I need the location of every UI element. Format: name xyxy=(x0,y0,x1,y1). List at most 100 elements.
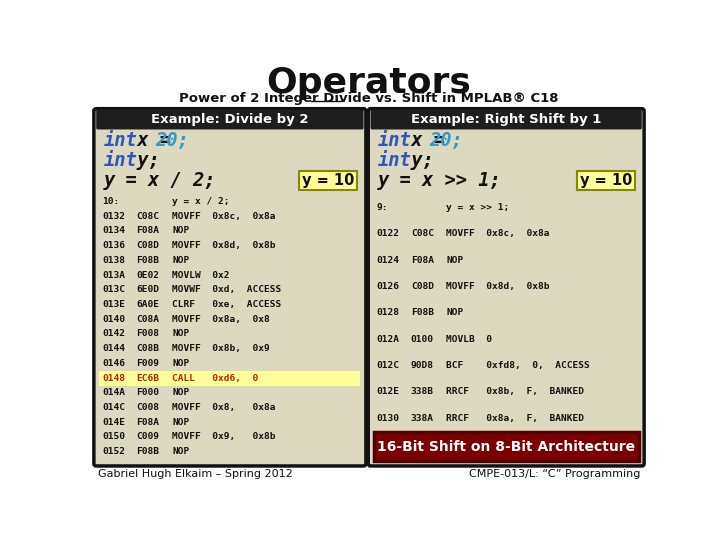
Text: C08A: C08A xyxy=(137,315,160,324)
Text: int: int xyxy=(104,131,138,150)
FancyBboxPatch shape xyxy=(371,110,642,130)
Text: 013A: 013A xyxy=(102,271,125,280)
Text: int: int xyxy=(378,151,412,170)
Text: NOP: NOP xyxy=(446,255,464,265)
Text: y;: y; xyxy=(126,151,159,170)
Text: RRCF   0x8b,  F,  BANKED: RRCF 0x8b, F, BANKED xyxy=(446,387,585,396)
Text: F008: F008 xyxy=(137,329,160,339)
Text: F08B: F08B xyxy=(411,308,434,317)
Text: NOP: NOP xyxy=(172,256,189,265)
Text: NOP: NOP xyxy=(172,329,189,339)
Text: 90D8: 90D8 xyxy=(411,361,434,370)
Bar xyxy=(99,371,361,386)
Text: MOVFF  0x8c,  0x8a: MOVFF 0x8c, 0x8a xyxy=(446,229,550,238)
Text: MOVFF  0x8b,  0x9: MOVFF 0x8b, 0x9 xyxy=(172,344,270,353)
Text: RRCF   0x8a,  F,  BANKED: RRCF 0x8a, F, BANKED xyxy=(446,414,585,423)
Text: 014C: 014C xyxy=(102,403,125,412)
Text: NOP: NOP xyxy=(172,418,189,427)
Text: F08A: F08A xyxy=(137,418,160,427)
Text: NOP: NOP xyxy=(172,226,189,235)
Text: Example: Divide by 2: Example: Divide by 2 xyxy=(151,113,309,126)
Text: F08B: F08B xyxy=(137,256,160,265)
Text: y;: y; xyxy=(400,151,433,170)
Text: x =: x = xyxy=(126,131,182,150)
Text: 16-Bit Shift on 8-Bit Architecture: 16-Bit Shift on 8-Bit Architecture xyxy=(377,440,635,454)
Text: MOVFF  0x9,   0x8b: MOVFF 0x9, 0x8b xyxy=(172,433,276,442)
Text: 0140: 0140 xyxy=(102,315,125,324)
FancyBboxPatch shape xyxy=(374,432,639,461)
Text: 0152: 0152 xyxy=(102,447,125,456)
Text: y = x >> 1;: y = x >> 1; xyxy=(378,171,502,190)
Text: C009: C009 xyxy=(137,433,160,442)
Text: y = x / 2;: y = x / 2; xyxy=(172,197,230,206)
Text: 012A: 012A xyxy=(377,335,400,343)
Text: MOVFF  0x8d,  0x8b: MOVFF 0x8d, 0x8b xyxy=(446,282,550,291)
Text: CMPE-013/L: “C” Programming: CMPE-013/L: “C” Programming xyxy=(469,469,640,478)
Text: 0100: 0100 xyxy=(411,335,434,343)
Text: Example: Right Shift by 1: Example: Right Shift by 1 xyxy=(411,113,601,126)
Text: 0136: 0136 xyxy=(102,241,125,250)
Text: int: int xyxy=(104,151,138,170)
Text: 9:: 9: xyxy=(377,203,388,212)
Text: 013E: 013E xyxy=(102,300,125,309)
Text: 0150: 0150 xyxy=(102,433,125,442)
Text: 0128: 0128 xyxy=(377,308,400,317)
Text: int: int xyxy=(378,131,412,150)
Text: 0138: 0138 xyxy=(102,256,125,265)
Text: 014E: 014E xyxy=(102,418,125,427)
Text: 0134: 0134 xyxy=(102,226,125,235)
Text: 012E: 012E xyxy=(377,387,400,396)
Text: y = x / 2;: y = x / 2; xyxy=(104,171,217,190)
Text: MOVFF  0x8d,  0x8b: MOVFF 0x8d, 0x8b xyxy=(172,241,276,250)
Text: MOVLW  0x2: MOVLW 0x2 xyxy=(172,271,230,280)
Text: 20;: 20; xyxy=(429,131,463,150)
Text: EC6B: EC6B xyxy=(137,374,160,383)
Text: 0148: 0148 xyxy=(102,374,125,383)
FancyBboxPatch shape xyxy=(94,109,366,466)
Text: 0122: 0122 xyxy=(377,229,400,238)
Text: F08A: F08A xyxy=(137,226,160,235)
Text: F009: F009 xyxy=(137,359,160,368)
Text: Operators: Operators xyxy=(266,66,472,100)
Text: y = 10: y = 10 xyxy=(302,173,354,188)
Text: MOVFF  0x8a,  0x8: MOVFF 0x8a, 0x8 xyxy=(172,315,270,324)
Text: y = 10: y = 10 xyxy=(580,173,632,188)
FancyBboxPatch shape xyxy=(577,171,635,190)
Text: C08C: C08C xyxy=(411,229,434,238)
Text: 0124: 0124 xyxy=(377,255,400,265)
Text: C008: C008 xyxy=(137,403,160,412)
Text: MOVFF  0x8,   0x8a: MOVFF 0x8, 0x8a xyxy=(172,403,276,412)
Text: 0E02: 0E02 xyxy=(137,271,160,280)
Text: 0130: 0130 xyxy=(377,414,400,423)
Text: CLRF   0xe,  ACCESS: CLRF 0xe, ACCESS xyxy=(172,300,282,309)
Text: Power of 2 Integer Divide vs. Shift in MPLAB® C18: Power of 2 Integer Divide vs. Shift in M… xyxy=(179,92,559,105)
Text: 20;: 20; xyxy=(155,131,189,150)
Text: MOVWF  0xd,  ACCESS: MOVWF 0xd, ACCESS xyxy=(172,285,282,294)
Text: 0144: 0144 xyxy=(102,344,125,353)
Text: 013C: 013C xyxy=(102,285,125,294)
Text: 10:: 10: xyxy=(102,197,120,206)
Text: NOP: NOP xyxy=(172,447,189,456)
Text: y = x >> 1;: y = x >> 1; xyxy=(446,203,510,212)
Text: NOP: NOP xyxy=(446,308,464,317)
Text: BCF    0xfd8,  0,  ACCESS: BCF 0xfd8, 0, ACCESS xyxy=(446,361,590,370)
Text: F08B: F08B xyxy=(137,447,160,456)
FancyBboxPatch shape xyxy=(368,109,644,466)
Text: CALL   0xd6,  0: CALL 0xd6, 0 xyxy=(172,374,258,383)
Text: 012C: 012C xyxy=(377,361,400,370)
Text: Gabriel Hugh Elkaim – Spring 2012: Gabriel Hugh Elkaim – Spring 2012 xyxy=(98,469,292,478)
FancyBboxPatch shape xyxy=(300,171,356,190)
Text: C08C: C08C xyxy=(137,212,160,221)
Text: C08B: C08B xyxy=(137,344,160,353)
Text: x =: x = xyxy=(400,131,456,150)
Text: MOVFF  0x8c,  0x8a: MOVFF 0x8c, 0x8a xyxy=(172,212,276,221)
Text: MOVLB  0: MOVLB 0 xyxy=(446,335,492,343)
Text: 014A: 014A xyxy=(102,388,125,397)
Text: NOP: NOP xyxy=(172,388,189,397)
Text: C08D: C08D xyxy=(411,282,434,291)
Text: F000: F000 xyxy=(137,388,160,397)
Text: 338A: 338A xyxy=(411,414,434,423)
Text: 6E0D: 6E0D xyxy=(137,285,160,294)
Text: NOP: NOP xyxy=(172,359,189,368)
Text: 338B: 338B xyxy=(411,387,434,396)
